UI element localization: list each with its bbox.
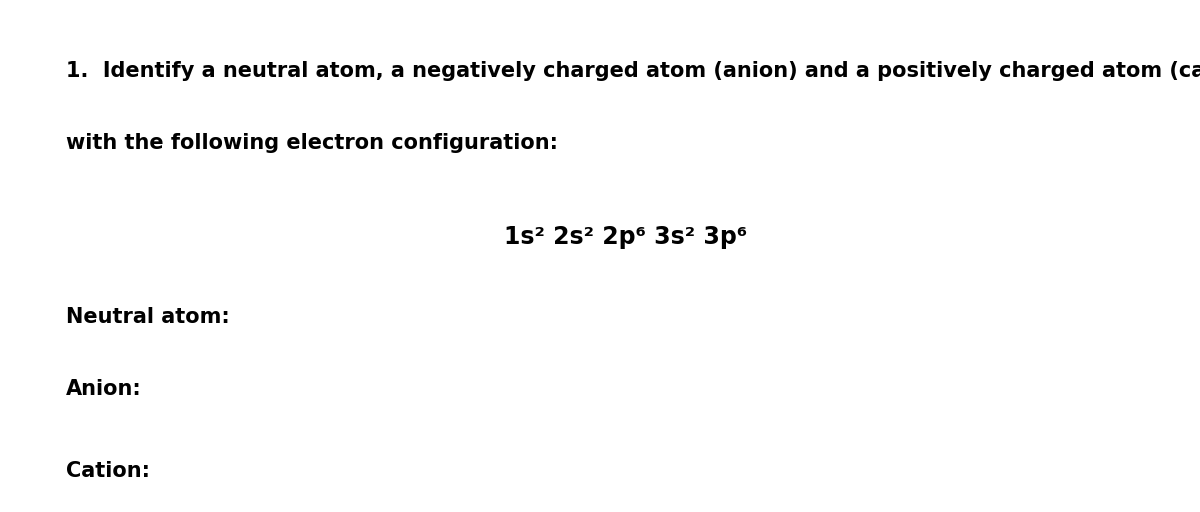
Text: 1.  Identify a neutral atom, a negatively charged atom (anion) and a positively : 1. Identify a neutral atom, a negatively… xyxy=(66,61,1200,81)
Text: with the following electron configuration:: with the following electron configuratio… xyxy=(66,133,558,153)
Text: Cation:: Cation: xyxy=(66,461,150,481)
Text: Neutral atom:: Neutral atom: xyxy=(66,307,229,327)
Text: 1s² 2s² 2p⁶ 3s² 3p⁶: 1s² 2s² 2p⁶ 3s² 3p⁶ xyxy=(504,225,748,249)
Text: Anion:: Anion: xyxy=(66,379,142,399)
